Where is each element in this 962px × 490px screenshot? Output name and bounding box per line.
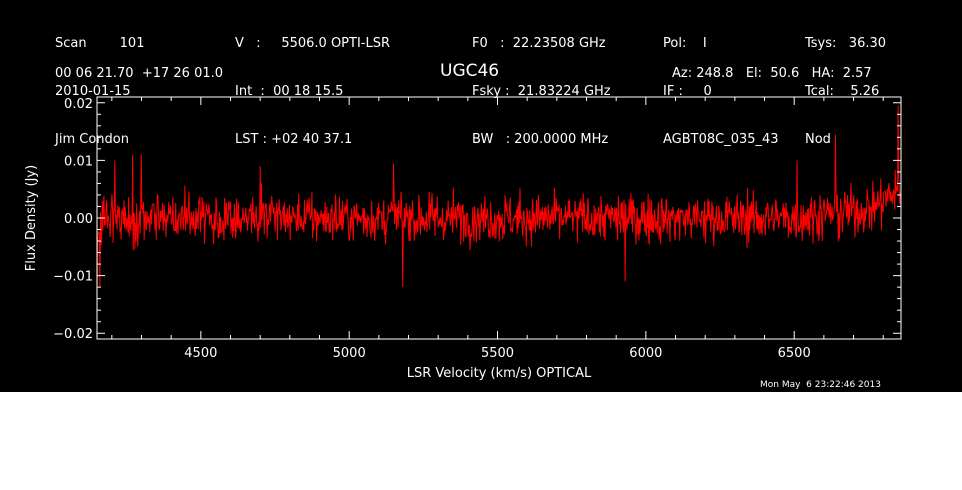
header-bw: BW : 200.0000 MHz xyxy=(472,132,609,147)
header-if: IF : 0 xyxy=(663,84,712,99)
plot-panel: Scan 101 2010-01-15 Jim Condon V : 5506.… xyxy=(0,0,962,392)
header-integration: Int : 00 18 15.5 xyxy=(235,84,344,99)
x-tick-label: 5000 xyxy=(333,346,366,361)
header-pointing: Az: 248.8 El: 50.6 HA: 2.57 xyxy=(672,66,872,81)
x-tick-label: 4500 xyxy=(184,346,217,361)
axis-ticks: 4500 5000 5500 6000 6500 −0.02 −0.01 0.00 0.01 0.… xyxy=(53,97,901,361)
header-fsky: Fsky : 21.83224 GHz xyxy=(472,84,611,99)
header-col1: Scan 101 2010-01-15 Jim Condon xyxy=(55,4,144,180)
header-project: AGBT08C_035_43 xyxy=(663,132,779,147)
header-tsys: Tsys: 36.30 xyxy=(805,36,887,51)
source-title: UGC46 xyxy=(440,61,500,81)
header-tcal: Tcal: 5.26 xyxy=(805,84,880,99)
spectrum-trace-group xyxy=(96,105,902,299)
x-tick-label: 6000 xyxy=(629,346,662,361)
header-scan: Scan 101 xyxy=(55,36,145,51)
timestamp: Mon May 6 23:22:46 2013 xyxy=(760,380,881,390)
header-col4: Pol: I IF : 0 AGBT08C_035_43 xyxy=(663,4,779,180)
header-coords: 00 06 21.70 +17 26 01.0 xyxy=(55,66,224,81)
y-tick-label: −0.02 xyxy=(53,327,93,342)
y-axis-label: Flux Density (Jy) xyxy=(24,165,39,271)
header-proc: Nod xyxy=(805,132,831,147)
y-tick-label: 0.02 xyxy=(64,97,93,112)
header-col2: V : 5506.0 OPTI-LSR Int : 00 18 15.5 LST… xyxy=(235,4,390,180)
spectrum-chart: 4500 5000 5500 6000 6500 −0.02 −0.01 0.00 0.01 0.… xyxy=(24,96,902,381)
x-axis-label: LSR Velocity (km/s) OPTICAL xyxy=(407,366,592,381)
x-tick-label: 5500 xyxy=(481,346,514,361)
header-pol: Pol: I xyxy=(663,36,707,51)
header-lst: LST : +02 40 37.1 xyxy=(235,132,353,147)
header-observer: Jim Condon xyxy=(55,132,129,147)
header-f0: F0 : 22.23508 GHz xyxy=(472,36,606,51)
y-tick-label: 0.01 xyxy=(64,154,93,169)
x-tick-label: 6500 xyxy=(778,346,811,361)
y-tick-label: −0.01 xyxy=(53,270,93,285)
header-col3: F0 : 22.23508 GHz Fsky : 21.83224 GHz BW… xyxy=(472,4,611,180)
header-velocity: V : 5506.0 OPTI-LSR xyxy=(235,36,391,51)
header-date: 2010-01-15 xyxy=(55,84,131,99)
spectrum-line xyxy=(96,105,902,299)
header-col5: Tsys: 36.30 Tcal: 5.26 Nod xyxy=(805,4,886,180)
y-tick-label: 0.00 xyxy=(64,212,93,227)
